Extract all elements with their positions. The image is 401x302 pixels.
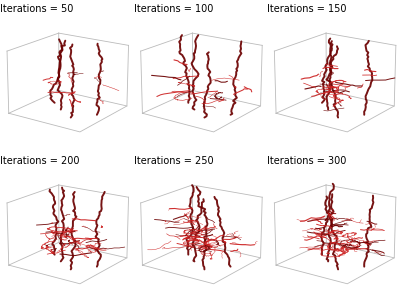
Text: Iterations = 150: Iterations = 150 <box>267 4 347 14</box>
Text: Iterations = 300: Iterations = 300 <box>267 156 347 166</box>
Text: Iterations = 250: Iterations = 250 <box>134 156 213 166</box>
Text: Iterations = 50: Iterations = 50 <box>0 4 73 14</box>
Text: Iterations = 100: Iterations = 100 <box>134 4 213 14</box>
Text: Iterations = 200: Iterations = 200 <box>0 156 79 166</box>
